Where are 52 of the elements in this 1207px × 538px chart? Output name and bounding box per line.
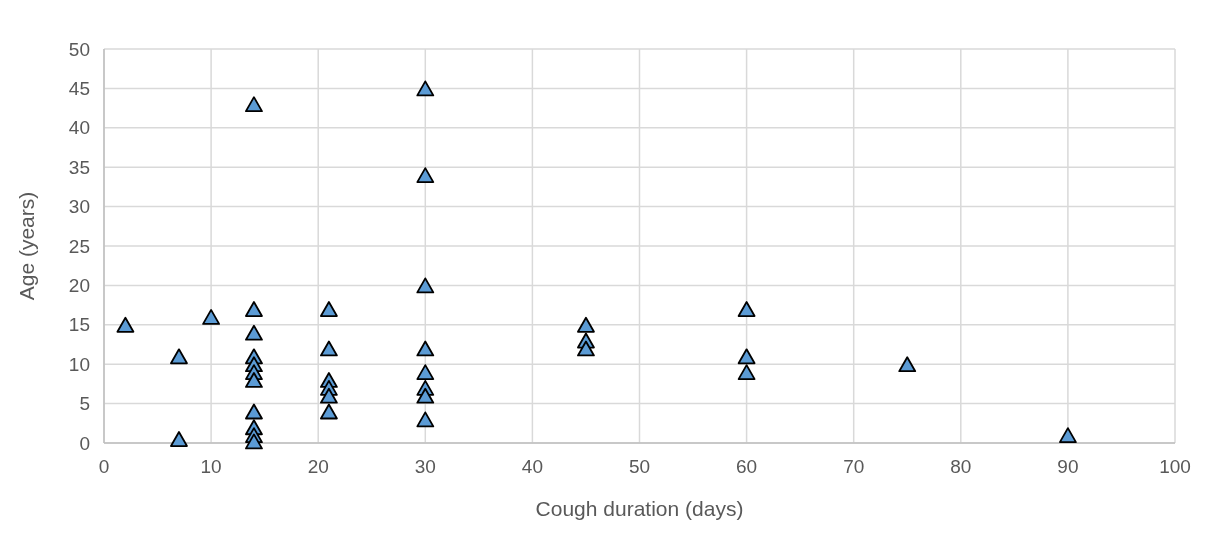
- point: [245, 433, 263, 450]
- point: [416, 387, 435, 404]
- point: [577, 316, 595, 333]
- y-axis-title: Age (years): [15, 191, 38, 301]
- point: [898, 356, 917, 373]
- point: [320, 403, 338, 420]
- x-tick-label: 20: [307, 456, 329, 477]
- x-tick-label: 90: [1057, 456, 1079, 477]
- x-tick-label: 100: [1159, 456, 1191, 477]
- point: [737, 301, 756, 317]
- point: [170, 431, 188, 447]
- point: [416, 80, 435, 97]
- x-tick-label: 80: [950, 456, 972, 477]
- point: [245, 403, 263, 420]
- point: [245, 301, 263, 317]
- point: [737, 348, 756, 365]
- x-tick-label: 60: [736, 456, 758, 477]
- point: [416, 364, 435, 380]
- y-tick-label: 20: [68, 275, 90, 297]
- point: [245, 372, 263, 388]
- point: [245, 96, 263, 113]
- point: [1059, 427, 1077, 444]
- point: [320, 387, 338, 404]
- point: [577, 340, 595, 357]
- point: [416, 277, 435, 294]
- y-tick-label: 35: [68, 156, 90, 178]
- x-tick-label: 40: [521, 456, 543, 477]
- point: [320, 301, 338, 317]
- point: [737, 364, 756, 380]
- y-tick-label: 0: [79, 432, 90, 454]
- y-tick-label: 40: [68, 117, 90, 139]
- x-axis-title: Cough duration (days): [535, 497, 744, 520]
- point: [116, 316, 135, 333]
- x-tick-label: 70: [843, 456, 865, 477]
- y-tick-label: 15: [68, 314, 90, 336]
- y-tick-label: 30: [68, 196, 90, 218]
- x-tick-label: 30: [414, 456, 436, 477]
- x-tick-label: 0: [98, 456, 110, 477]
- point: [416, 167, 435, 183]
- point: [416, 411, 435, 428]
- point: [416, 340, 435, 357]
- point: [202, 309, 220, 325]
- point: [245, 324, 263, 341]
- y-tick-label: 5: [79, 393, 90, 415]
- point: [170, 348, 188, 365]
- x-tick-label: 50: [628, 456, 651, 477]
- point: [320, 340, 338, 357]
- y-tick-label: 50: [68, 38, 90, 60]
- y-tick-label: 25: [68, 235, 90, 257]
- y-tick-label: 10: [68, 353, 90, 375]
- x-tick-label: 10: [200, 456, 222, 477]
- y-tick-label: 45: [68, 78, 90, 100]
